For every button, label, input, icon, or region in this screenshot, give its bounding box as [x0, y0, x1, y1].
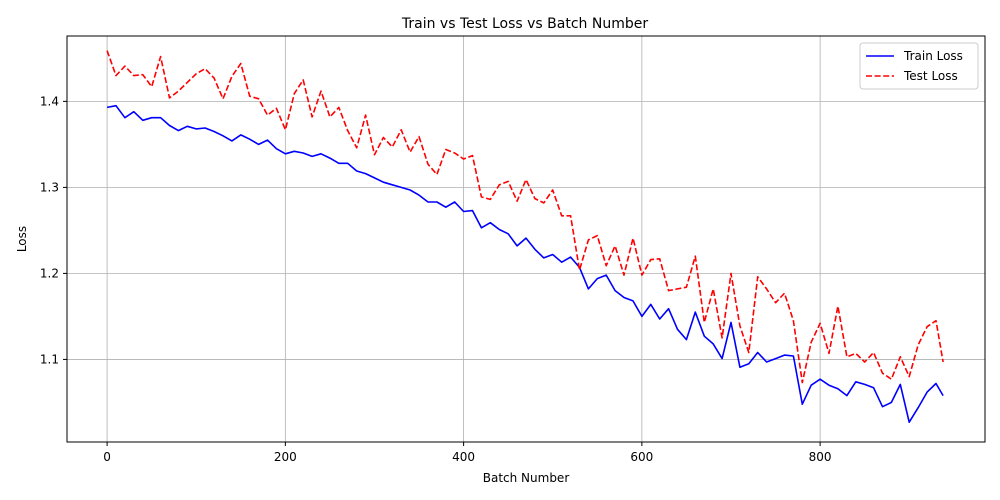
x-axis-ticks: 0 200 400 600 800: [103, 442, 832, 464]
x-tick-label: 0: [103, 450, 111, 464]
chart-title: Train vs Test Loss vs Batch Number: [401, 16, 648, 32]
y-axis-ticks: 1.1 1.2 1.3 1.4: [40, 94, 67, 366]
y-tick-label: 1.3: [40, 180, 59, 194]
y-tick-label: 1.2: [40, 266, 59, 280]
legend-label: Test Loss: [903, 69, 958, 83]
legend: Train Loss Test Loss: [859, 42, 979, 90]
x-tick-label: 600: [630, 450, 653, 464]
train-loss-line: [106, 104, 944, 424]
x-tick-label: 800: [809, 450, 832, 464]
y-tick-label: 1.1: [40, 352, 59, 366]
legend-box: [859, 42, 979, 90]
x-axis-label: Batch Number: [483, 471, 570, 485]
series-layer: [106, 50, 944, 424]
legend-label: Train Loss: [903, 49, 963, 63]
test-loss-line: [106, 50, 944, 384]
x-tick-label: 200: [274, 450, 297, 464]
y-axis-label: Loss: [15, 226, 29, 252]
plot-frame: [66, 35, 986, 443]
x-tick-label: 400: [452, 450, 475, 464]
grid-lines: [67, 36, 985, 442]
y-tick-label: 1.4: [40, 94, 59, 108]
